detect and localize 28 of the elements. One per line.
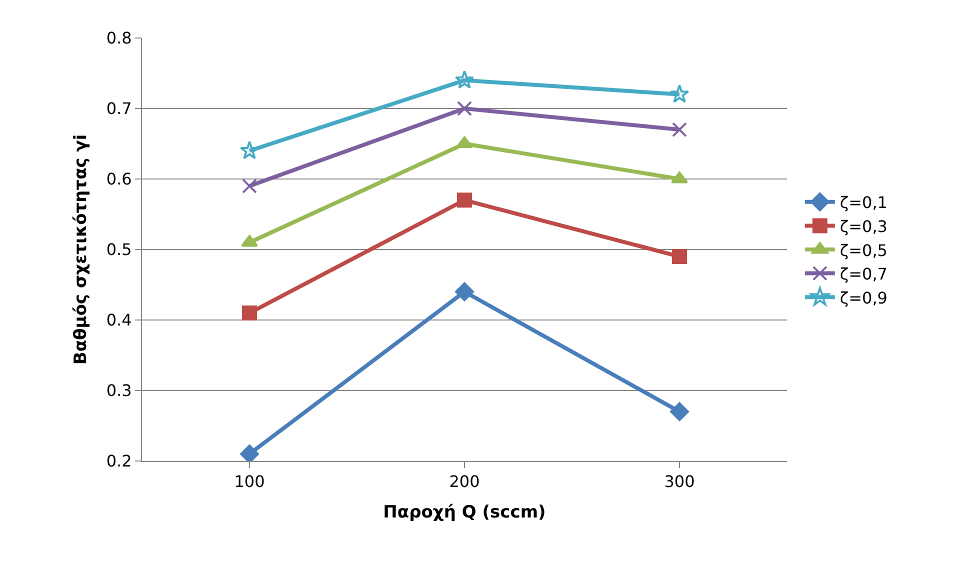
- point: [242, 305, 257, 320]
- point: [454, 70, 474, 89]
- legend-label: ζ=0,1: [840, 193, 888, 212]
- legend-label: ζ=0,3: [840, 216, 888, 236]
- x-tick-label: 200: [449, 472, 480, 492]
- y-tick-label: 0.8: [106, 28, 132, 48]
- x-tick-label: 300: [664, 472, 695, 492]
- y-tick-label: 0.7: [106, 99, 132, 118]
- point: [670, 402, 689, 422]
- point: [242, 178, 257, 194]
- point: [670, 84, 690, 103]
- legend-label: ζ=0,5: [840, 240, 888, 260]
- y-axis-title: Βαθμός σχετικότητας γi: [70, 134, 91, 365]
- y-tick-label: 0.6: [106, 170, 132, 189]
- legend-label: ζ=0,7: [840, 264, 888, 284]
- point: [240, 444, 259, 461]
- legend-label: ζ=0,9: [840, 288, 888, 308]
- y-tick-label: 0.3: [106, 381, 132, 400]
- point: [672, 122, 687, 138]
- point: [672, 249, 687, 264]
- point: [457, 101, 472, 116]
- x-axis-title: Παροχή Q (sccm): [383, 502, 546, 523]
- y-tick-label: 0.5: [106, 240, 132, 260]
- point: [455, 282, 474, 302]
- x-tick-label: 100: [234, 472, 265, 492]
- point: [457, 192, 472, 208]
- y-tick-label: 0.4: [106, 310, 132, 330]
- y-tick-label: 0.2: [106, 452, 132, 471]
